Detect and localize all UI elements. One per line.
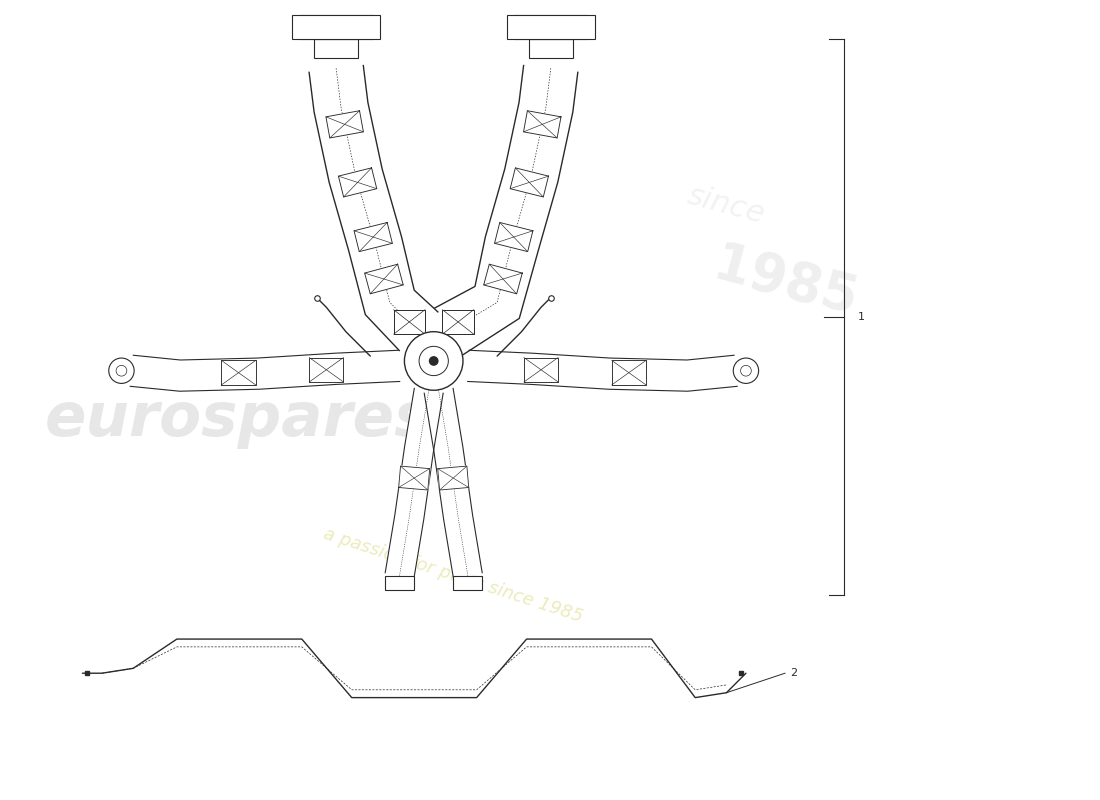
Polygon shape <box>438 466 469 490</box>
Polygon shape <box>524 110 561 138</box>
Polygon shape <box>524 358 558 382</box>
Polygon shape <box>326 110 363 138</box>
Polygon shape <box>315 39 359 58</box>
Polygon shape <box>365 264 404 294</box>
Text: eurospares: eurospares <box>45 390 432 449</box>
Text: 1985: 1985 <box>707 238 862 327</box>
Polygon shape <box>385 388 443 578</box>
Circle shape <box>429 356 439 366</box>
Polygon shape <box>612 361 646 385</box>
Polygon shape <box>354 222 393 252</box>
Polygon shape <box>339 168 377 197</box>
Polygon shape <box>130 350 400 391</box>
Polygon shape <box>425 388 482 578</box>
Polygon shape <box>507 14 595 39</box>
Text: since: since <box>684 181 769 229</box>
Circle shape <box>117 366 126 376</box>
Polygon shape <box>468 350 738 391</box>
Polygon shape <box>495 222 532 252</box>
Polygon shape <box>394 310 425 334</box>
Polygon shape <box>293 14 380 39</box>
Circle shape <box>405 332 463 390</box>
Polygon shape <box>484 264 522 294</box>
Polygon shape <box>309 65 439 351</box>
Text: a passion for parts since 1985: a passion for parts since 1985 <box>321 525 585 626</box>
Circle shape <box>734 358 759 383</box>
Polygon shape <box>299 14 373 39</box>
Polygon shape <box>398 466 430 490</box>
Polygon shape <box>385 576 415 590</box>
Polygon shape <box>309 358 343 382</box>
Polygon shape <box>529 39 573 58</box>
Polygon shape <box>442 310 474 334</box>
Polygon shape <box>510 168 549 197</box>
Polygon shape <box>514 14 587 39</box>
Polygon shape <box>453 576 483 590</box>
Text: 1: 1 <box>858 312 866 322</box>
Text: 2: 2 <box>790 668 798 678</box>
Polygon shape <box>434 65 578 355</box>
Circle shape <box>740 366 751 376</box>
Polygon shape <box>221 361 255 385</box>
Circle shape <box>419 346 449 376</box>
Circle shape <box>109 358 134 383</box>
